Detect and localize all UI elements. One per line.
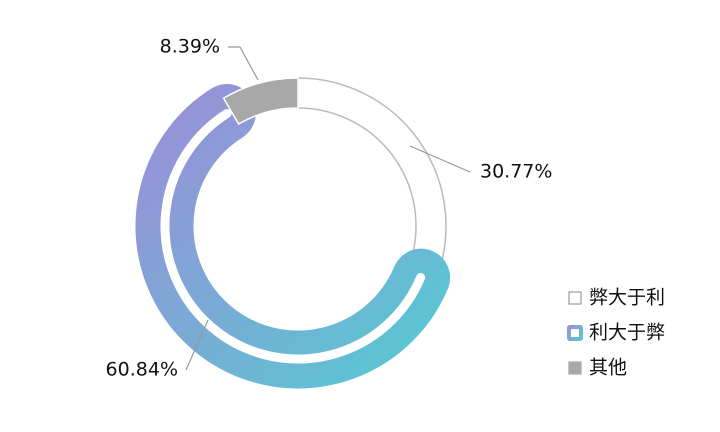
leader-line [409,145,471,173]
legend-swatch [568,361,582,375]
leader-line [185,319,209,371]
pie-slice [222,77,299,126]
data-label: 60.84% [106,359,178,381]
legend-label: 利大于弊 [589,322,665,344]
data-label: 30.77% [480,161,552,183]
data-label: 8.39% [160,36,220,58]
legend-swatch-inner [571,329,579,337]
legend-label: 弊大于利 [589,287,665,309]
slice-gap [160,108,426,364]
pie-slice [297,77,447,280]
legend-label: 其他 [589,357,627,379]
legend-swatch [568,291,582,305]
leader-line [228,46,259,81]
